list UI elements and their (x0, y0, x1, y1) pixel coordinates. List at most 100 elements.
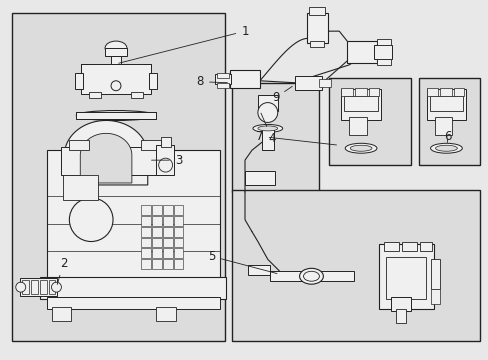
Bar (63, 175, 98, 200)
Circle shape (257, 103, 277, 122)
Text: 4: 4 (261, 113, 275, 145)
Text: 7: 7 (256, 130, 336, 145)
Circle shape (16, 282, 26, 292)
Bar (46, 297, 220, 309)
Bar (378, 244, 433, 309)
Bar (230, 70, 259, 88)
Bar (344, 96, 377, 111)
Bar (173, 216, 183, 226)
Bar (40, 280, 46, 294)
Bar (328, 78, 410, 165)
Bar (151, 260, 162, 269)
Ellipse shape (76, 111, 155, 121)
Bar (383, 242, 398, 251)
Bar (21, 280, 29, 294)
Bar (385, 257, 425, 299)
Bar (426, 89, 466, 121)
Bar (155, 145, 173, 175)
Bar (81, 64, 150, 94)
Bar (173, 248, 183, 258)
Bar (75, 73, 83, 89)
Bar (141, 238, 150, 247)
Bar (217, 73, 229, 78)
Bar (310, 41, 324, 47)
Bar (217, 83, 229, 88)
Ellipse shape (299, 268, 323, 284)
Bar (151, 227, 162, 237)
Text: 5: 5 (208, 250, 277, 274)
Bar (31, 280, 38, 294)
Bar (247, 265, 269, 275)
Bar (48, 280, 55, 294)
Bar (173, 227, 183, 237)
Bar (418, 78, 479, 165)
Bar (141, 216, 150, 226)
Text: 6: 6 (443, 130, 450, 143)
Bar (341, 88, 352, 96)
Bar (105, 48, 127, 56)
Bar (111, 56, 121, 64)
Polygon shape (64, 121, 147, 185)
Bar (309, 7, 325, 15)
Ellipse shape (303, 271, 319, 281)
Bar (426, 88, 438, 96)
Bar (20, 278, 57, 296)
Bar (434, 117, 451, 135)
Bar (163, 260, 172, 269)
Bar (294, 76, 322, 90)
Bar (151, 248, 162, 258)
Ellipse shape (345, 143, 376, 153)
Bar (163, 205, 172, 215)
Ellipse shape (257, 126, 277, 131)
Bar (319, 79, 331, 87)
Bar (346, 41, 376, 63)
Bar (69, 140, 89, 150)
Bar (419, 242, 431, 251)
Bar (306, 13, 327, 43)
Bar (173, 260, 183, 269)
Bar (429, 289, 440, 304)
Bar (401, 242, 416, 251)
Circle shape (158, 158, 172, 172)
Bar (141, 260, 150, 269)
Bar (141, 248, 150, 258)
Text: 1: 1 (119, 24, 248, 63)
Bar (376, 39, 390, 45)
Bar (163, 248, 172, 258)
Ellipse shape (105, 41, 127, 55)
Bar (232, 190, 479, 341)
Bar (262, 129, 273, 150)
Bar (76, 112, 155, 120)
Bar (163, 216, 172, 226)
Polygon shape (80, 133, 132, 183)
Bar (155, 307, 175, 321)
Bar (12, 13, 224, 341)
Bar (148, 73, 156, 89)
Bar (141, 227, 150, 237)
Bar (163, 238, 172, 247)
Text: 9: 9 (271, 86, 292, 104)
Bar (151, 238, 162, 247)
Bar (244, 171, 274, 185)
Bar (390, 297, 410, 311)
Circle shape (111, 81, 121, 91)
Bar (232, 83, 319, 192)
Bar (51, 307, 71, 321)
Bar (151, 205, 162, 215)
Bar (348, 117, 366, 135)
Circle shape (51, 282, 61, 292)
Bar (141, 205, 150, 215)
Text: 8: 8 (196, 75, 227, 88)
Bar (373, 45, 391, 59)
Bar (368, 88, 378, 96)
Bar (428, 96, 462, 111)
Ellipse shape (429, 143, 461, 153)
Bar (453, 88, 463, 96)
Bar (257, 95, 277, 111)
Bar (61, 147, 161, 175)
Bar (440, 88, 451, 96)
Bar (40, 277, 225, 299)
Bar (46, 150, 220, 279)
Circle shape (69, 198, 113, 242)
Bar (173, 238, 183, 247)
